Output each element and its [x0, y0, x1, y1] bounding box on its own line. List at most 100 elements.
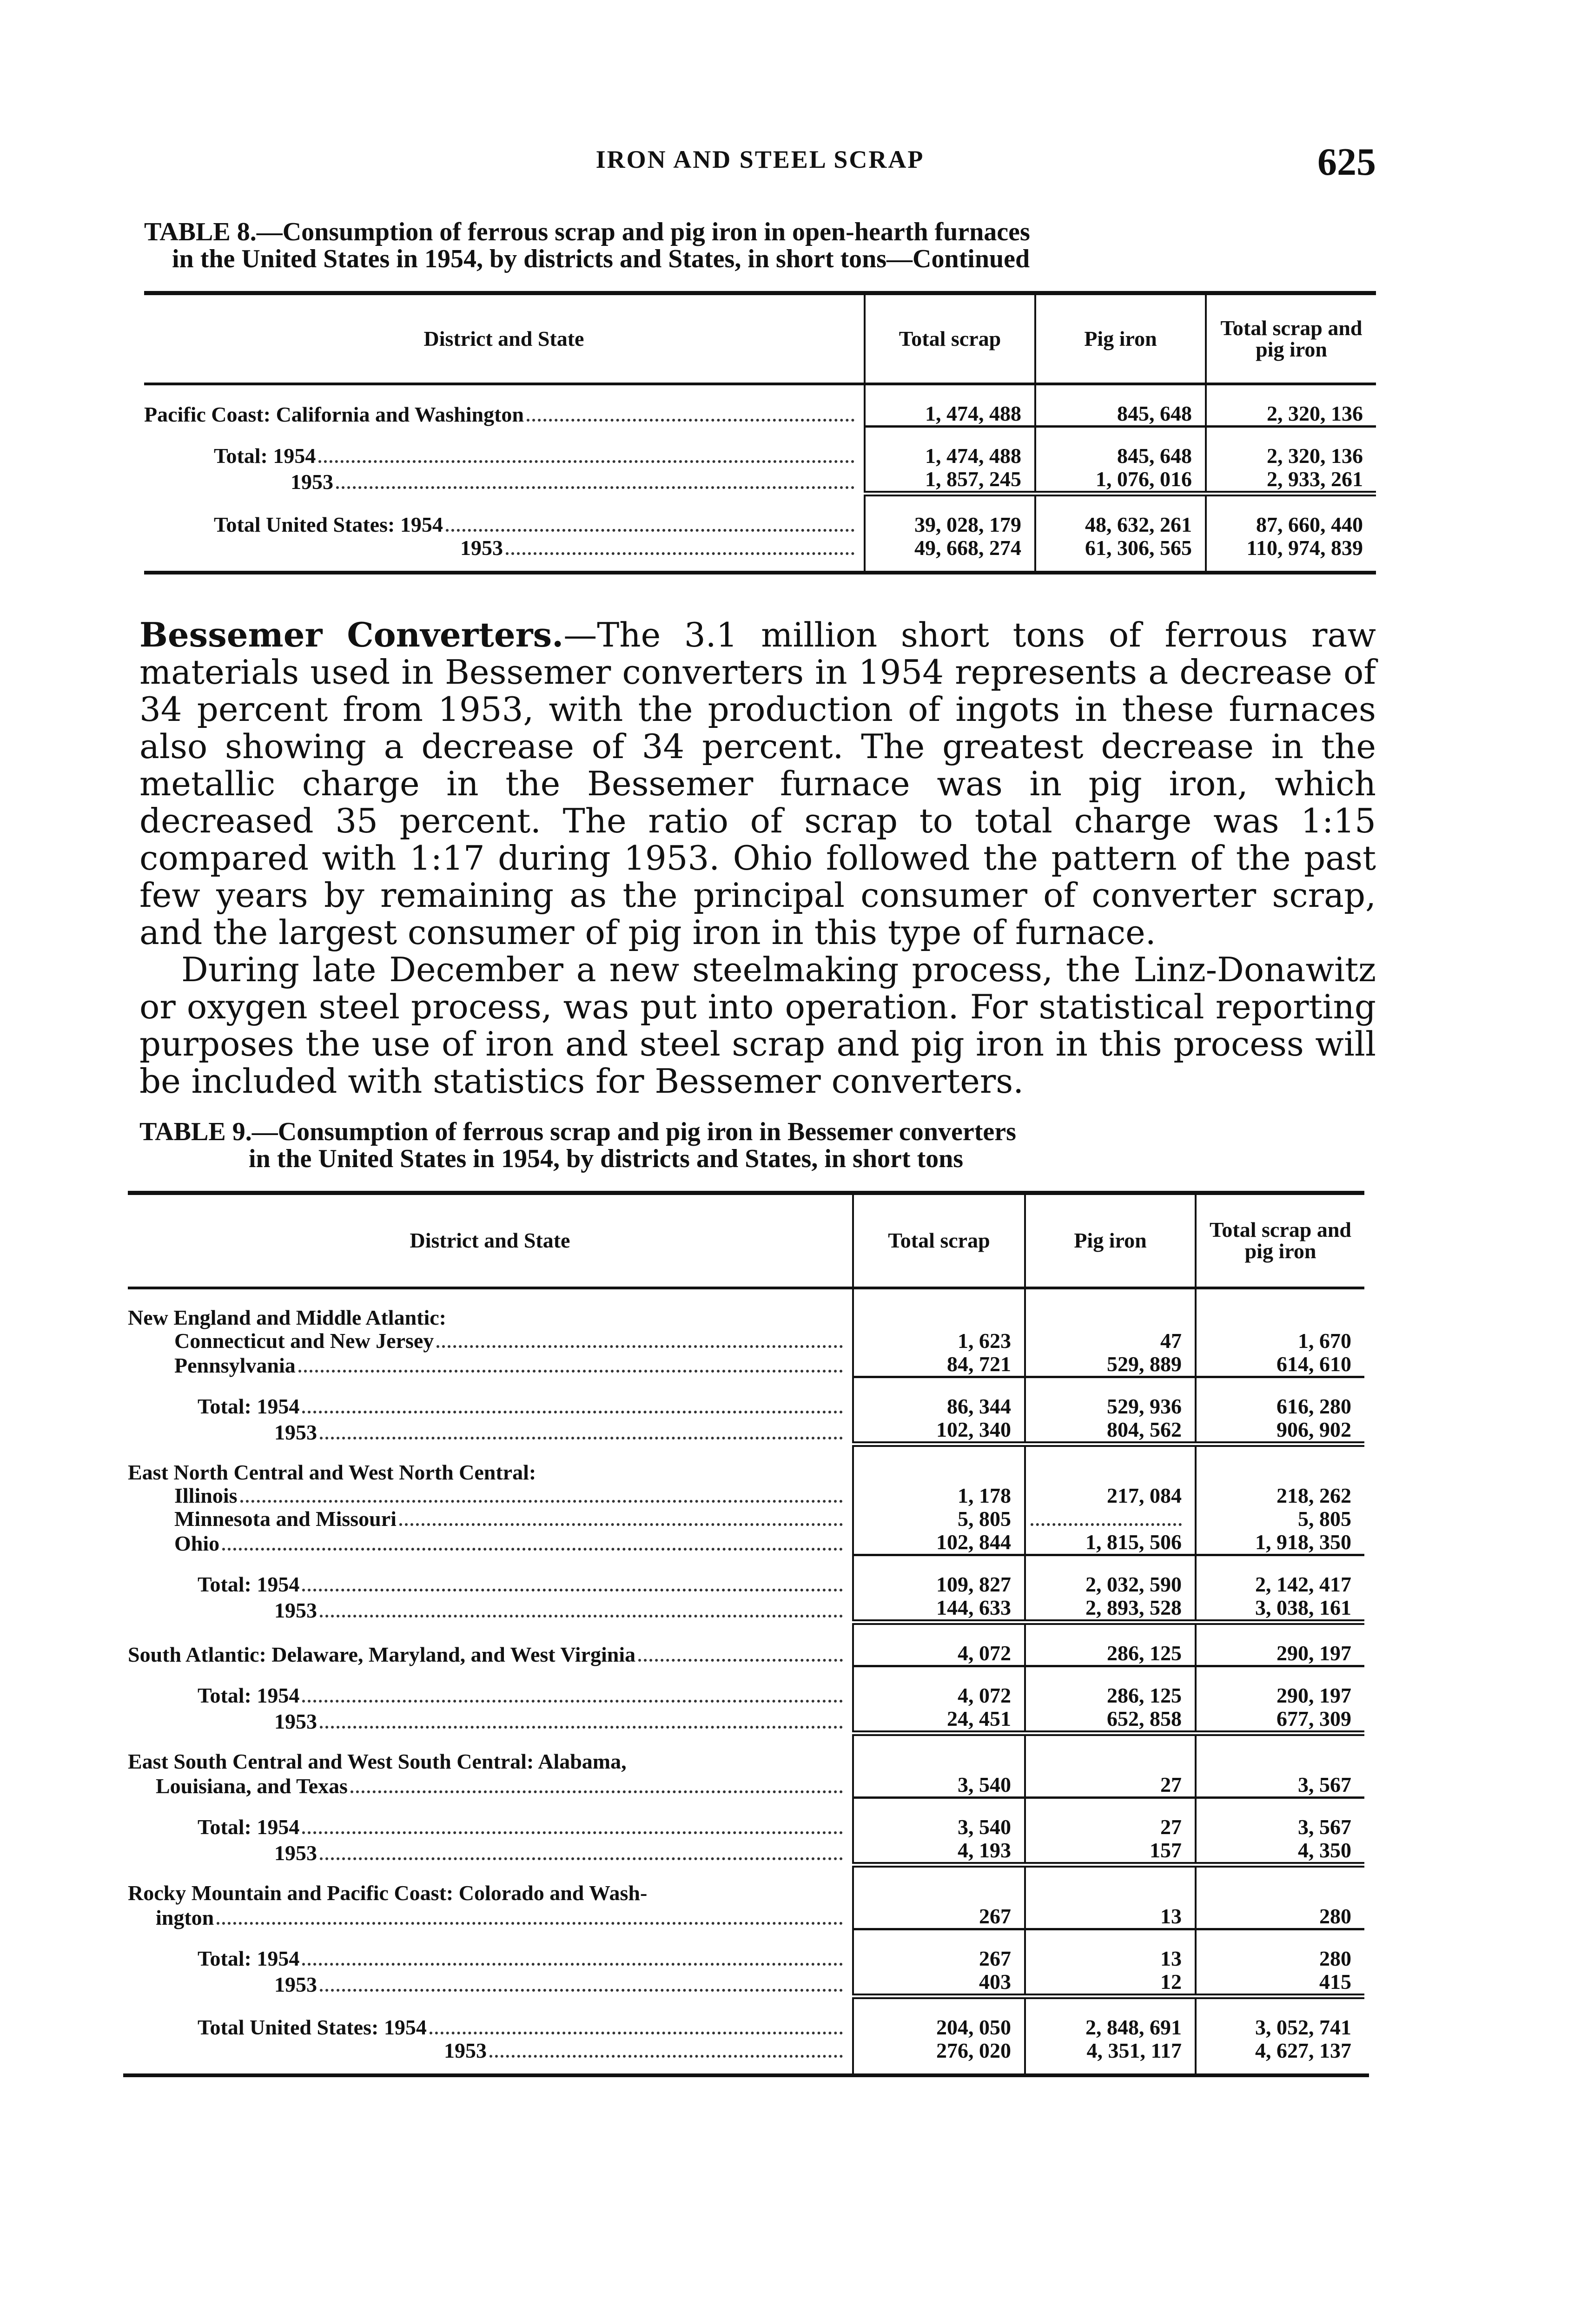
row-label-cell: 1953 [144, 468, 865, 494]
table-row: Total: 1954 267 13 280 [128, 1928, 1364, 1971]
leader-dots [437, 1345, 843, 1348]
leader-dots [350, 1790, 843, 1793]
value-total-scrap: 1, 857, 245 [864, 467, 1035, 494]
value-total-scrap: 109, 827 [852, 1554, 1025, 1596]
leader-dots [302, 1589, 843, 1591]
row-label: Connecticut and New Jersey [174, 1329, 434, 1353]
value-total-scrap: 1, 178 [852, 1484, 1025, 1507]
leader-dots [320, 1726, 843, 1729]
paragraph-2-text: During late December a new steelmaking p… [139, 950, 1376, 1101]
row-label: South Atlantic: Delaware, Maryland, and … [128, 1642, 636, 1666]
row-label: 1953 [291, 469, 333, 494]
table8-title-line2: in the United States in 1954, by distric… [172, 244, 1030, 273]
value-total-scrap: 102, 340 [852, 1418, 1025, 1444]
row-label-cell: 1953 [128, 1970, 853, 1996]
row-label-cell: Illinois [128, 1484, 853, 1507]
row-label: 1953 [274, 1420, 317, 1444]
table-row: East North Central and West North Centra… [128, 1441, 1364, 1484]
col-header-district: District and State [144, 291, 865, 385]
value-pig-iron: 47 [1024, 1329, 1196, 1353]
row-label: Louisiana, and Texas [156, 1774, 348, 1798]
value-pig-iron: 286, 125 [1024, 1619, 1196, 1666]
value-pig-iron: 845, 648 [1034, 383, 1206, 426]
row-label-cell: ington [128, 1905, 853, 1929]
row-label-cell: Total United States: 1954 [144, 494, 865, 536]
value-total-scrap: 102, 844 [852, 1531, 1025, 1555]
value-total-scrap-pig-iron: 2, 320, 136 [1205, 425, 1376, 468]
leader-dots [445, 528, 854, 532]
table-row: ington 267 13 280 [128, 1905, 1364, 1929]
value-pig-iron [1024, 1730, 1196, 1773]
value-pig-iron: 2, 893, 528 [1024, 1596, 1196, 1622]
value-total-scrap-pig-iron: 3, 567 [1195, 1773, 1364, 1798]
value-pig-iron: 1, 815, 506 [1024, 1531, 1196, 1555]
leader-dots [506, 552, 854, 555]
table-row: Rocky Mountain and Pacific Coast: Colora… [128, 1862, 1364, 1905]
value-pig-iron: 286, 125 [1024, 1665, 1196, 1707]
leader-dots [302, 1963, 843, 1966]
running-head: IRON AND STEEL SCRAP 625 [144, 139, 1376, 184]
value-total-scrap-pig-iron: 87, 660, 440 [1205, 490, 1376, 536]
value-pig-iron: 12 [1024, 1970, 1196, 1996]
value-total-scrap: 4, 072 [852, 1665, 1025, 1707]
leader-dots [240, 1500, 843, 1503]
row-label: New England and Middle Atlantic: [128, 1306, 446, 1329]
value-total-scrap-pig-iron: 2, 142, 417 [1195, 1554, 1364, 1596]
row-label: 1953 [274, 1598, 317, 1622]
value-pig-iron: 1, 076, 016 [1034, 467, 1206, 494]
value-total-scrap-pig-iron: 1, 670 [1195, 1329, 1364, 1353]
value-total-scrap-pig-iron: 3, 567 [1195, 1796, 1364, 1839]
value-total-scrap-pig-iron: 280 [1195, 1905, 1364, 1929]
row-label-cell: Total: 1954 [128, 1929, 853, 1971]
value-pig-iron: 217, 084 [1024, 1484, 1196, 1507]
value-pig-iron: 529, 889 [1024, 1353, 1196, 1377]
leader-dots [222, 1547, 843, 1551]
value-total-scrap-pig-iron: 110, 974, 839 [1205, 536, 1376, 571]
table8-title-line1: TABLE 8.—Consumption of ferrous scrap an… [144, 218, 1030, 246]
col-header-district: District and State [128, 1190, 853, 1289]
value-total-scrap: 84, 721 [852, 1353, 1025, 1377]
value-pig-iron [1024, 1288, 1196, 1329]
row-label-cell: Total: 1954 [144, 426, 865, 468]
value-total-scrap: 24, 451 [852, 1707, 1025, 1733]
col-header-total-scrap: Total scrap [864, 291, 1035, 385]
col-header-total-scrap-pig-iron: Total scrap and pig iron [1205, 291, 1376, 385]
row-label-cell: Connecticut and New Jersey [128, 1329, 853, 1353]
value-total-scrap: 276, 020 [852, 2039, 1025, 2073]
row-label: East South Central and West South Centra… [128, 1750, 627, 1773]
row-label-cell: South Atlantic: Delaware, Maryland, and … [128, 1622, 853, 1666]
row-label: ington [156, 1905, 214, 1929]
table-row: 1953 4, 193 157 4, 350 [128, 1839, 1364, 1865]
value-total-scrap-pig-iron: 280 [1195, 1928, 1364, 1970]
table-row: New England and Middle Atlantic: [128, 1288, 1364, 1329]
value-total-scrap-pig-iron [1195, 1730, 1364, 1773]
table-row: Connecticut and New Jersey 1, 623 47 1, 670 [128, 1329, 1364, 1353]
table-row: Total: 1954 86, 344 529, 936 616, 280 [128, 1376, 1364, 1418]
table-row: Pennsylvania 84, 721 529, 889 614, 610 [128, 1353, 1364, 1377]
value-total-scrap: 3, 540 [852, 1796, 1025, 1839]
row-label: Pacific Coast: California and Washington [144, 403, 524, 426]
leader-dots [217, 1921, 843, 1925]
row-label-cell: Total United States: 1954 [128, 1996, 853, 2039]
table-row: Louisiana, and Texas 3, 540 27 3, 567 [128, 1773, 1364, 1798]
leader-dots [302, 1700, 843, 1703]
leader-dots [399, 1523, 843, 1526]
value-total-scrap-pig-iron: 2, 320, 136 [1205, 383, 1376, 426]
leader-dots [429, 2032, 843, 2034]
value-total-scrap-pig-iron: 614, 610 [1195, 1353, 1364, 1377]
row-label: Total United States: 1954 [198, 2015, 427, 2039]
value-total-scrap: 204, 050 [852, 1994, 1025, 2039]
row-label: Total: 1954 [198, 1815, 300, 1839]
leader-dots [1026, 1523, 1182, 1531]
value-total-scrap: 49, 668, 274 [864, 536, 1035, 571]
row-label: Total: 1954 [198, 1572, 300, 1596]
leader-dots [320, 1615, 843, 1618]
row-label-cell: East South Central and West South Centra… [128, 1733, 853, 1773]
value-total-scrap [852, 1862, 1025, 1905]
row-label-cell: Pennsylvania [128, 1353, 853, 1377]
page: IRON AND STEEL SCRAP 625 TABLE 8.—Consum… [123, 139, 1376, 2077]
row-label-cell: Total: 1954 [128, 1555, 853, 1597]
row-label-cell: Ohio [128, 1531, 853, 1555]
row-label: 1953 [274, 1973, 317, 1996]
row-label: Minnesota and Missouri [174, 1507, 397, 1531]
